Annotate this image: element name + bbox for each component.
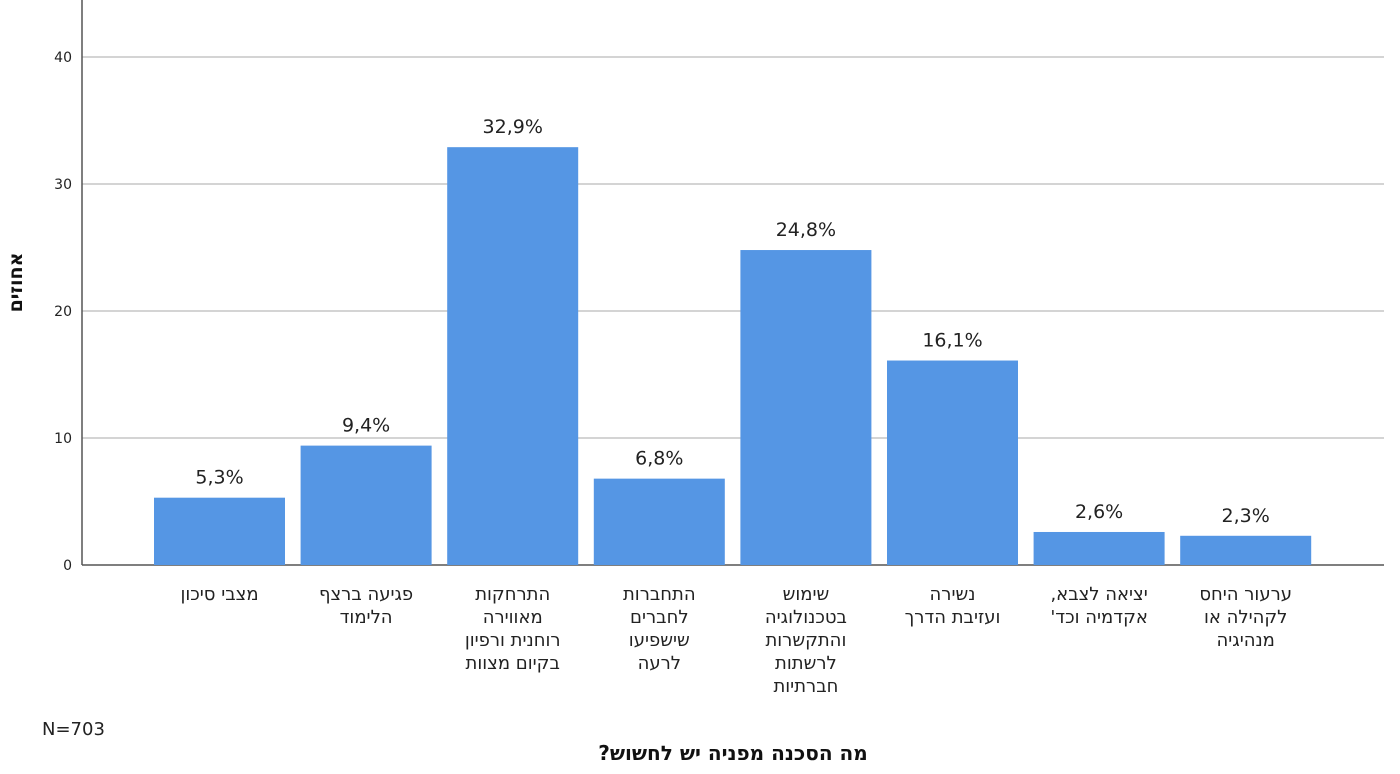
category-label-line: יציאה לצבא, [1050, 584, 1147, 605]
y-tick-label: 40 [54, 50, 72, 66]
category-label: נשירה ועזיבת הדרך [905, 584, 1001, 628]
bar-value-label: 16,1% [922, 330, 982, 352]
category-label-line: נשירה [930, 584, 976, 605]
category-label-line: מאווירה [483, 607, 543, 628]
category-label-line: לרשתות [775, 653, 837, 674]
bar [1033, 531, 1165, 565]
category-label: התחברות לחברים שישפיעו לרעה [623, 584, 696, 674]
bar-value-label: 6,8% [635, 448, 683, 470]
category-label-line: שישפיעו [629, 630, 690, 651]
category-label-line: לחברים [630, 607, 689, 628]
axes [81, 0, 1384, 566]
category-label-line: ועזיבת הדרך [905, 607, 1001, 628]
category-label-line: בקיום מצוות [466, 653, 560, 674]
category-label-line: והתקשרות [765, 630, 846, 651]
data-labels: 5,3% 9,4% 32,9% 6,8% 24,8% 16,1% 2,6% 2,3% [195, 116, 1269, 527]
y-axis-title: אחוזים [5, 253, 27, 313]
category-label-line: לקהילה או [1204, 607, 1287, 628]
category-label-line: הלימוד [340, 607, 393, 628]
y-tick-label: 10 [54, 431, 72, 447]
category-labels: מצבי סיכון פגיעה ברצף הלימוד התרחקות מאווירה… [180, 584, 1292, 697]
gridlines [82, 56, 1384, 439]
category-label-line: פגיעה ברצף [319, 584, 413, 605]
bar [593, 478, 725, 565]
x-axis-title: מה הסכנה מפניה יש לחשוש? [598, 741, 868, 765]
category-label: מצבי סיכון [180, 584, 258, 605]
sample-size-note: N=703 [42, 719, 105, 740]
y-tick-label: 30 [54, 177, 72, 193]
bar-value-label: 2,6% [1075, 501, 1123, 523]
category-label-line: מצבי סיכון [180, 584, 258, 605]
category-label: שימוש בטכנולוגיה והתקשרות לרשתות חברתיות [765, 584, 847, 697]
bar-value-label: 24,8% [776, 219, 836, 241]
category-label-line: התרחקות [475, 584, 550, 605]
bar-value-label: 9,4% [342, 415, 390, 437]
category-label-line: התחברות [623, 584, 696, 605]
category-label-line: רוחנית ורפיון [465, 630, 561, 651]
bar-value-label: 2,3% [1222, 505, 1270, 527]
y-tick-label: 0 [63, 558, 72, 574]
category-label-line: מנהיגיה [1216, 630, 1274, 651]
category-label: ערעור היחס לקהילה או מנהיגיה [1199, 584, 1292, 651]
bar [447, 147, 579, 566]
category-label: התרחקות מאווירה רוחנית ורפיון בקיום מצוות [465, 584, 561, 674]
bar [887, 360, 1018, 565]
category-label: פגיעה ברצף הלימוד [319, 584, 413, 628]
bar [740, 250, 872, 566]
category-label-line: שימוש [783, 584, 830, 605]
bar-value-label: 32,9% [483, 116, 543, 138]
bar [1180, 535, 1312, 565]
category-label-line: חברתיות [773, 676, 838, 697]
bars [154, 147, 1312, 566]
category-label-line: בטכנולוגיה [765, 607, 847, 628]
category-label-line: אקדמיה וכד' [1050, 607, 1148, 628]
category-label-line: ערעור היחס [1199, 584, 1292, 605]
category-label-line: לרעה [638, 653, 681, 674]
y-tick-label: 20 [54, 304, 72, 320]
bar [154, 497, 285, 565]
y-tick-labels: 0 10 20 30 40 [54, 50, 72, 574]
bar-value-label: 5,3% [195, 467, 243, 489]
category-label: יציאה לצבא, אקדמיה וכד' [1050, 584, 1148, 628]
bar [300, 445, 432, 565]
